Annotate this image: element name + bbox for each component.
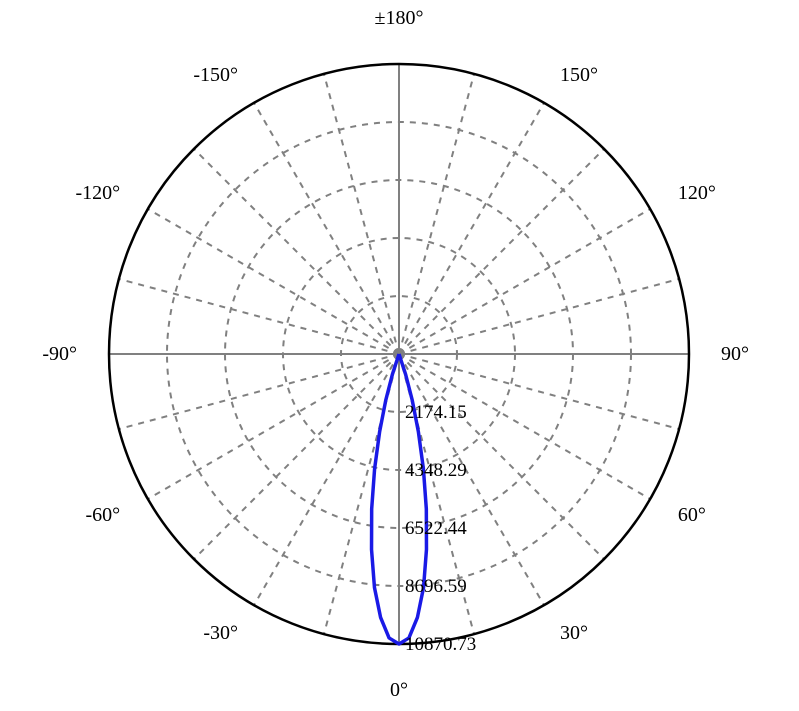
angle-tick-label: 60° xyxy=(678,504,706,526)
angle-tick-label: -30° xyxy=(203,622,238,644)
radial-tick-label: 8696.59 xyxy=(405,576,467,597)
radial-tick-label: 2174.15 xyxy=(405,402,467,423)
angle-tick-label: -60° xyxy=(85,504,120,526)
radial-tick-label: 10870.73 xyxy=(405,634,476,655)
angle-tick-label: 0° xyxy=(390,679,408,701)
angle-tick-label: -120° xyxy=(75,182,120,204)
radial-tick-label: 6522.44 xyxy=(405,518,467,539)
radial-tick-label: 4348.29 xyxy=(405,460,467,481)
polar-chart: 2174.15 4348.29 6522.44 8696.59 10870.73 ±180… xyxy=(0,0,799,711)
angle-tick-label: 150° xyxy=(560,64,598,86)
angle-tick-label: -150° xyxy=(193,64,238,86)
angle-tick-label: ±180° xyxy=(375,7,424,29)
angle-tick-label: 30° xyxy=(560,622,588,644)
angle-tick-label: 90° xyxy=(721,343,749,365)
angle-tick-label: -90° xyxy=(42,343,77,365)
polar-plot-svg: 2174.15 4348.29 6522.44 8696.59 10870.73 ±180… xyxy=(0,0,799,711)
angle-tick-label: 120° xyxy=(678,182,716,204)
